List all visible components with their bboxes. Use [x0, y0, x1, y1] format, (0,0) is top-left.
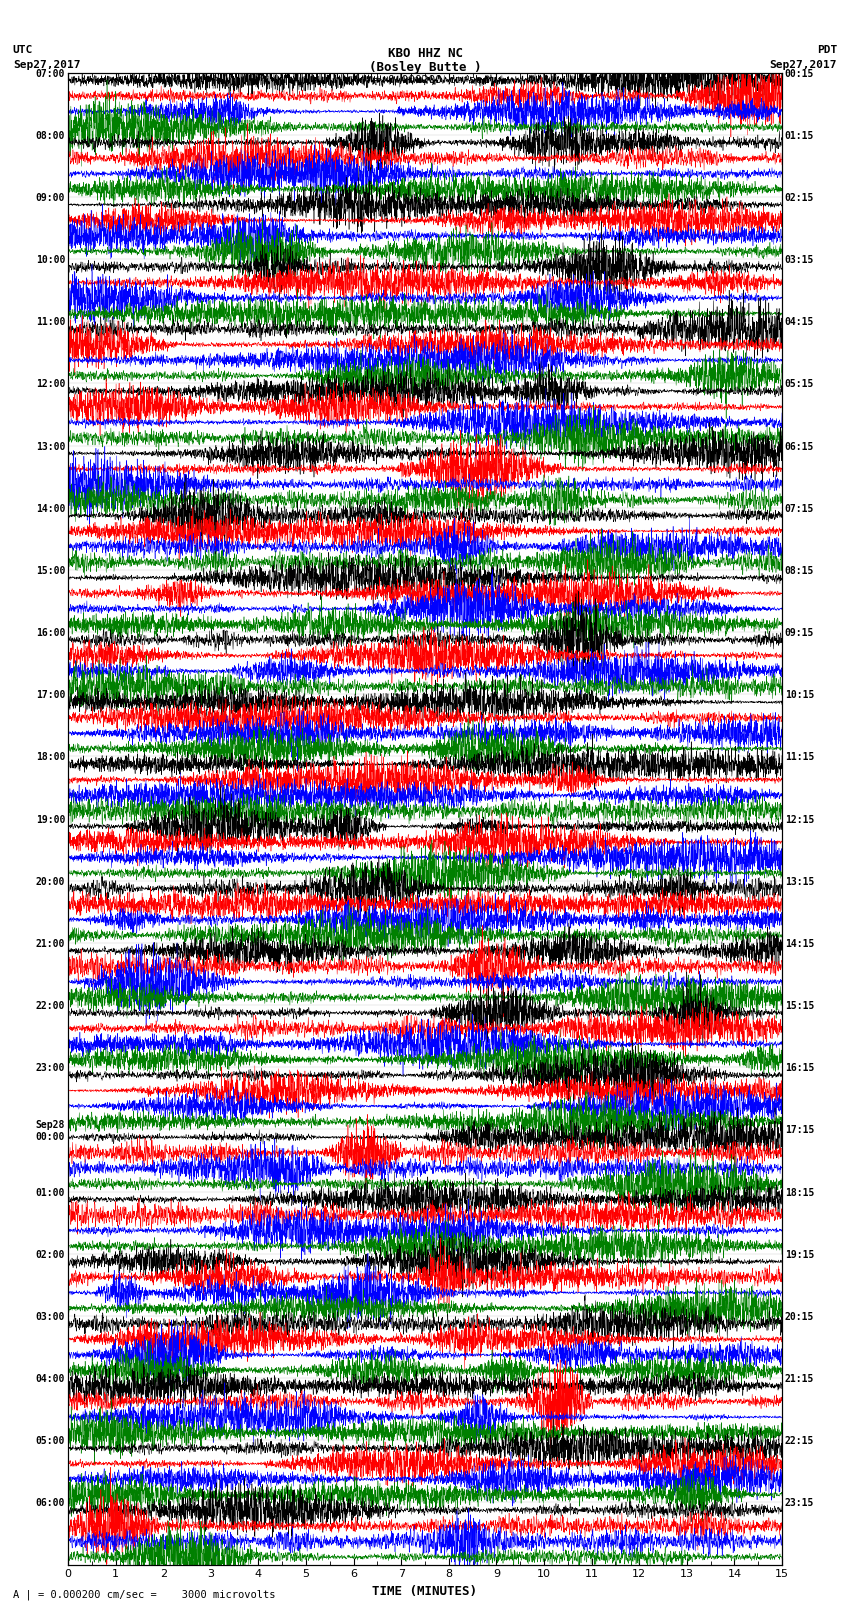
Text: UTC: UTC: [13, 45, 33, 55]
Text: KBO HHZ NC: KBO HHZ NC: [388, 47, 462, 60]
Text: Sep27,2017: Sep27,2017: [13, 60, 80, 69]
Text: PDT: PDT: [817, 45, 837, 55]
Text: (Bosley Butte ): (Bosley Butte ): [369, 61, 481, 74]
Text: A | = 0.000200 cm/sec =    3000 microvolts: A | = 0.000200 cm/sec = 3000 microvolts: [13, 1589, 275, 1600]
Text: Sep27,2017: Sep27,2017: [770, 60, 837, 69]
Text: | = 0.000200 cm/sec: | = 0.000200 cm/sec: [361, 74, 489, 85]
X-axis label: TIME (MINUTES): TIME (MINUTES): [372, 1586, 478, 1598]
